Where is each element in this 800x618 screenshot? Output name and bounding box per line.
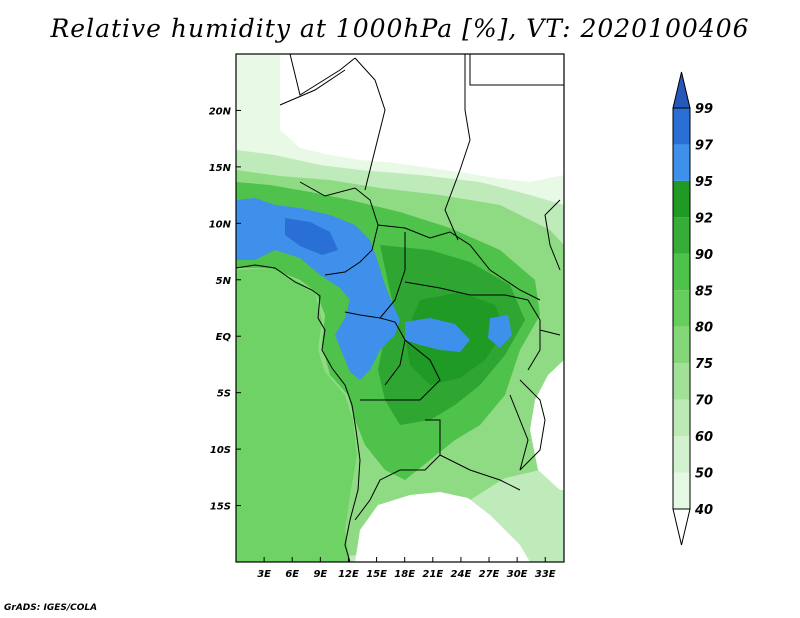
dry-region-south (355, 492, 530, 562)
lat-tick-label: 10N (209, 219, 232, 230)
lat-tick-label: 15S (210, 502, 231, 513)
lon-tick-label: 9E (313, 569, 327, 580)
colorbar-segment (673, 472, 690, 509)
longitude-ticks: 3E 6E 9E 12E 15E 18E 21E 24E 27E 30E 33E (257, 557, 556, 580)
lon-tick-label: 30E (507, 569, 528, 580)
colorbar-label: 85 (695, 284, 713, 299)
border-east (469, 54, 564, 471)
colorbar-segment (673, 326, 690, 364)
colorbar-label: 95 (695, 175, 713, 190)
lat-tick-label: 5N (216, 276, 232, 287)
colorbar-frame (672, 107, 691, 510)
colorbar: 40 50 60 70 75 80 85 90 92 95 97 99 (672, 71, 714, 546)
lon-tick-label: 33E (535, 569, 556, 580)
lat-tick-label: 15N (209, 163, 232, 174)
grads-credit: GrADS: IGES/COLA (4, 603, 98, 613)
ocean-region (236, 268, 357, 562)
colorbar-label: 70 (695, 394, 713, 409)
dry-region-north (280, 54, 564, 182)
lon-tick-label: 6E (285, 569, 299, 580)
colorbar-segment (673, 144, 690, 181)
humidity-band-95-east (488, 315, 512, 348)
colorbar-segment (673, 217, 690, 254)
humidity-band-97 (285, 218, 338, 255)
colorbar-label: 92 (695, 211, 713, 226)
colorbar-label: 50 (695, 467, 713, 482)
lat-tick-label: 5S (217, 389, 231, 400)
lon-tick-label: 15E (366, 569, 387, 580)
colorbar-segment (673, 436, 690, 473)
colorbar-label: 40 (694, 503, 713, 518)
humidity-band-95-central (405, 318, 470, 352)
lon-tick-label: 21E (422, 569, 443, 580)
lon-tick-label: 18E (394, 569, 415, 580)
latitude-ticks: 20N 15N 10N 5N EQ 5S 10S 15S (209, 106, 241, 513)
lon-tick-label: 27E (479, 569, 500, 580)
colorbar-segment (673, 399, 690, 437)
lon-tick-label: 3E (257, 569, 271, 580)
colorbar-segment (673, 108, 690, 145)
colorbar-segment (673, 180, 690, 218)
colorbar-below-triangle (672, 508, 691, 546)
lon-tick-label: 12E (338, 569, 359, 580)
map-frame (235, 53, 565, 563)
colorbar-label: 75 (695, 357, 713, 372)
humidity-band-95-west (236, 198, 400, 380)
lon-tick-label: 24E (451, 569, 472, 580)
colorbar-label: 80 (695, 321, 713, 336)
colorbar-label: 60 (695, 430, 713, 445)
colorbar-segment (673, 290, 690, 327)
lat-tick-label: EQ (216, 332, 232, 343)
colorbar-above-triangle (672, 71, 691, 109)
border-central (299, 181, 546, 521)
dry-region-east (530, 360, 564, 490)
colorbar-segment (673, 253, 690, 291)
colorbar-label: 90 (695, 248, 713, 263)
chart-title: Relative humidity at 1000hPa [%], VT: 20… (50, 14, 750, 43)
lat-tick-label: 20N (209, 106, 232, 117)
border-north (279, 54, 471, 241)
coastline (236, 264, 361, 562)
colorbar-label: 97 (695, 138, 714, 153)
lat-tick-label: 10S (210, 445, 231, 456)
colorbar-segment (673, 363, 690, 400)
colorbar-label: 99 (695, 102, 713, 117)
